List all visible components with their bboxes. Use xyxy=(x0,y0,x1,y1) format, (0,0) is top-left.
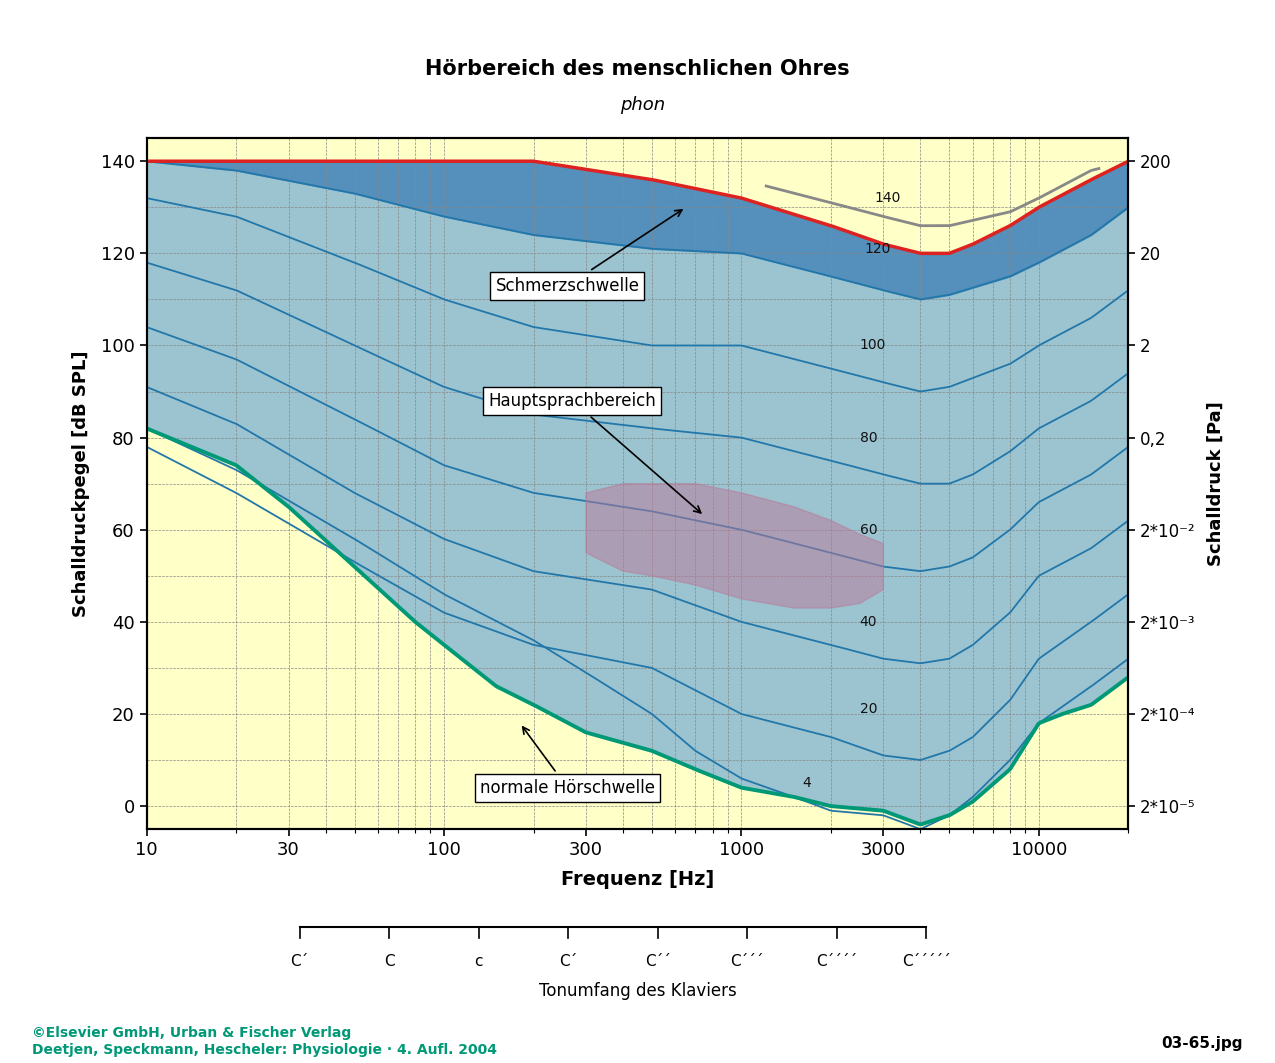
Polygon shape xyxy=(586,484,884,608)
Text: C´: C´ xyxy=(291,954,309,968)
Text: phon: phon xyxy=(620,96,666,114)
Text: 80: 80 xyxy=(859,431,877,444)
Text: 20: 20 xyxy=(859,703,877,716)
X-axis label: Frequenz [Hz]: Frequenz [Hz] xyxy=(561,870,714,889)
Text: Hörbereich des menschlichen Ohres: Hörbereich des menschlichen Ohres xyxy=(425,60,850,79)
Text: Hauptsprachbereich: Hauptsprachbereich xyxy=(488,392,701,512)
Text: 140: 140 xyxy=(875,191,901,205)
Text: 4: 4 xyxy=(802,776,811,790)
Y-axis label: Schalldruck [Pa]: Schalldruck [Pa] xyxy=(1207,402,1225,566)
Text: C´´´´´: C´´´´´ xyxy=(901,954,951,968)
Text: C´´: C´´ xyxy=(645,954,671,968)
Text: c: c xyxy=(474,954,483,968)
Text: ©Elsevier GmbH, Urban & Fischer Verlag: ©Elsevier GmbH, Urban & Fischer Verlag xyxy=(32,1026,351,1041)
Text: Tonumfang des Klaviers: Tonumfang des Klaviers xyxy=(538,982,737,999)
Y-axis label: Schalldruckpegel [dB SPL]: Schalldruckpegel [dB SPL] xyxy=(71,351,89,617)
Text: C: C xyxy=(384,954,394,968)
Text: C´: C´ xyxy=(560,954,578,968)
Text: 40: 40 xyxy=(859,614,877,629)
Text: 120: 120 xyxy=(864,241,891,256)
Text: Schmerzschwelle: Schmerzschwelle xyxy=(496,209,682,294)
Text: C´´´: C´´´ xyxy=(731,954,764,968)
Text: C´´´´: C´´´´ xyxy=(816,954,857,968)
Text: 03-65.jpg: 03-65.jpg xyxy=(1162,1036,1243,1051)
Text: Deetjen, Speckmann, Hescheler: Physiologie · 4. Aufl. 2004: Deetjen, Speckmann, Hescheler: Physiolog… xyxy=(32,1043,497,1058)
Text: 60: 60 xyxy=(859,523,877,537)
Text: normale Hörschwelle: normale Hörschwelle xyxy=(479,727,655,796)
Text: 100: 100 xyxy=(859,338,886,353)
